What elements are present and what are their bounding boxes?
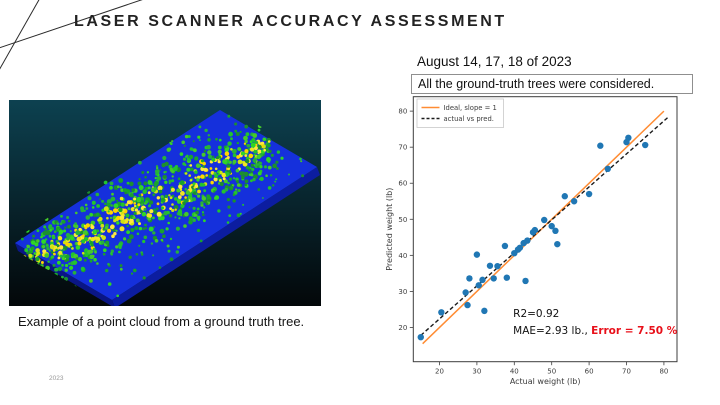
svg-text:60: 60 <box>585 368 594 376</box>
svg-text:MAE=2.93 lb., Error = 7.50 %: MAE=2.93 lb., Error = 7.50 % <box>513 325 678 337</box>
slide-title: LASER SCANNER ACCURACY ASSESSMENT <box>74 13 507 30</box>
svg-text:80: 80 <box>659 368 668 376</box>
scatter-plot: 20 30 40 50 60 70 80 20 30 40 50 60 70 80 Ideal, slope… <box>385 96 678 386</box>
svg-text:60: 60 <box>398 180 407 188</box>
svg-text:40: 40 <box>398 252 407 260</box>
svg-text:40: 40 <box>510 368 519 376</box>
svg-text:50: 50 <box>398 216 407 224</box>
svg-text:70: 70 <box>622 368 631 376</box>
svg-text:50: 50 <box>547 368 556 376</box>
footer-year: 2023 <box>49 375 64 382</box>
svg-text:R2=0.92: R2=0.92 <box>513 308 559 320</box>
point-cloud-image <box>9 100 321 306</box>
svg-text:Predicted weight (lb): Predicted weight (lb) <box>385 188 394 271</box>
point-cloud-caption: Example of a point cloud from a ground t… <box>18 314 305 329</box>
svg-text:70: 70 <box>398 144 407 152</box>
svg-text:80: 80 <box>398 108 407 116</box>
svg-text:Ideal, slope = 1: Ideal, slope = 1 <box>444 104 497 112</box>
svg-text:20: 20 <box>398 324 407 332</box>
svg-text:30: 30 <box>398 288 407 296</box>
svg-text:30: 30 <box>472 368 481 376</box>
svg-text:actual vs pred.: actual vs pred. <box>444 115 494 123</box>
date-text: August 14, 17, 18 of 2023 <box>417 54 572 69</box>
ground-truth-note: All the ground-truth trees were consider… <box>411 74 693 94</box>
decorative-lines <box>0 0 143 70</box>
svg-text:20: 20 <box>435 368 444 376</box>
svg-text:Actual weight (lb): Actual weight (lb) <box>510 377 581 386</box>
